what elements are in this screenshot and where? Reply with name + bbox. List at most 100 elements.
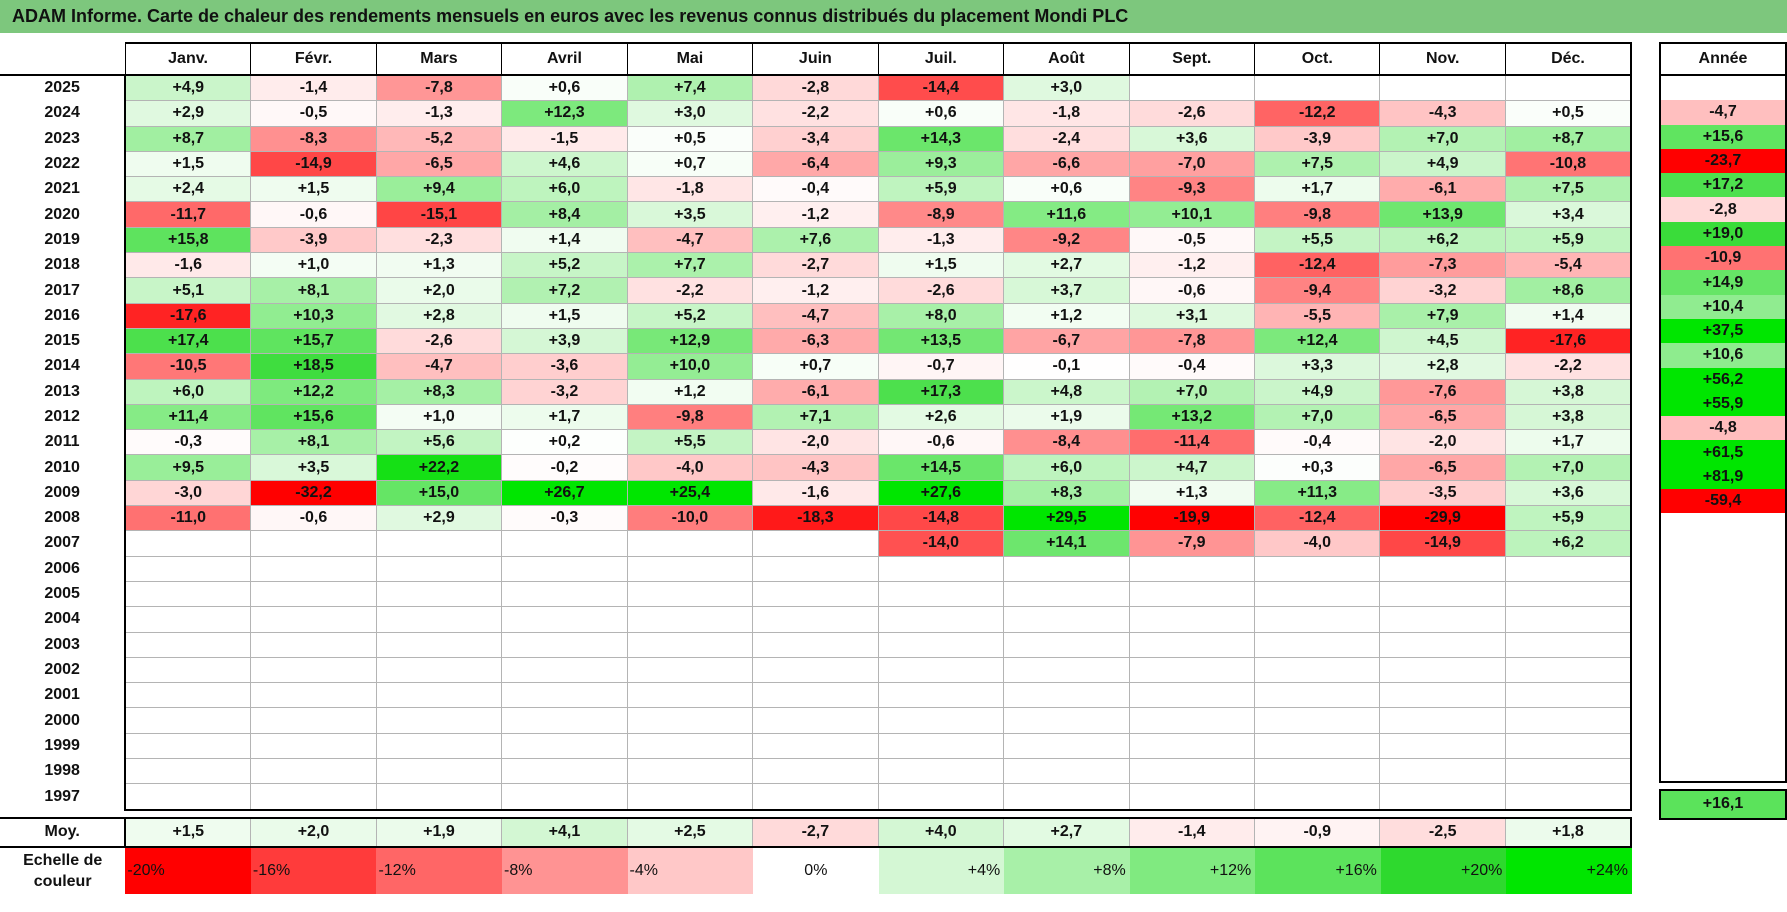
heat-cell: -14,9 <box>1379 530 1506 557</box>
heat-cell <box>501 656 628 684</box>
color-scale-label: Echelle de couleur <box>0 848 125 894</box>
heat-cell: +3,1 <box>1128 302 1256 329</box>
heat-cell: -15,1 <box>375 201 503 228</box>
year-label: 2012 <box>44 408 80 425</box>
heat-cell: +1,5 <box>250 176 377 203</box>
heat-cell <box>1128 732 1256 760</box>
heat-cell <box>1254 783 1381 811</box>
heat-cell: +8,1 <box>250 429 377 456</box>
heat-cell <box>626 707 754 734</box>
heat-cell: -3,9 <box>250 226 377 254</box>
heat-cell <box>877 606 1005 633</box>
year-label: 2001 <box>44 686 80 704</box>
scale-swatch: +12% <box>1129 848 1256 894</box>
table-row: 2002 <box>0 656 1632 684</box>
heat-cell: -18,3 <box>752 505 879 532</box>
heat-cell: +13,5 <box>877 327 1005 355</box>
average-cell: -2,5 <box>1379 816 1506 848</box>
month-header-3: Avril <box>501 42 628 75</box>
heat-cell: +2,9 <box>124 100 252 127</box>
heat-cell: -1,8 <box>626 176 754 203</box>
heat-cell: -7,9 <box>1128 530 1256 557</box>
heat-cell <box>1379 555 1506 582</box>
heat-cell <box>1254 555 1381 582</box>
table-row: 2015 +17,4 +15,7 -2,6 +3,9 +12,9 -6,3 +13,5 -6,7… <box>0 327 1632 355</box>
heat-cell: -0,5 <box>250 100 377 127</box>
heat-cell <box>752 758 879 785</box>
heat-cell: -2,2 <box>752 100 879 127</box>
heat-cell <box>752 555 879 582</box>
heat-cell <box>1003 707 1130 734</box>
heat-cell: -12,4 <box>1254 252 1381 279</box>
heat-cell <box>501 707 628 734</box>
heat-cell <box>1504 74 1632 102</box>
year-label: 2013 <box>44 382 80 400</box>
table-row: 2024 +2,9 -0,5 -1,3 +12,3 +3,0 -2,2 +0,6 -1,8 -2,… <box>0 100 1632 127</box>
heat-cell: -2,2 <box>626 277 754 304</box>
heat-cell: +8,1 <box>250 277 377 304</box>
heat-cell <box>501 783 628 811</box>
annual-cell <box>1659 586 1787 611</box>
table-row: 2025 +4,9 -1,4 -7,8 +0,6 +7,4 -2,8 -14,4 +3,0 <box>0 74 1632 102</box>
heat-cell: -7,0 <box>1128 150 1256 178</box>
heat-cell <box>1003 606 1130 633</box>
heat-cell <box>1003 656 1130 684</box>
heat-cell <box>752 580 879 608</box>
annual-row: +19,0 <box>1659 221 1787 247</box>
heat-cell <box>877 707 1005 734</box>
year-label: 2017 <box>44 281 80 299</box>
heat-cell: +0,5 <box>626 125 754 152</box>
heat-cell <box>124 682 252 709</box>
year-label: 1999 <box>44 736 80 754</box>
heat-cell <box>375 656 503 684</box>
heat-cell: +3,7 <box>1003 277 1130 304</box>
year-label: 1997 <box>44 787 80 805</box>
heat-cell: +22,2 <box>375 454 503 481</box>
heat-cell: -14,4 <box>877 74 1005 102</box>
year-label: 2003 <box>44 635 80 653</box>
heat-cell <box>1003 783 1130 811</box>
annual-row: -59,4 <box>1659 489 1787 514</box>
table-row: 1997 <box>0 783 1632 811</box>
heat-cell: -8,3 <box>250 125 377 152</box>
heat-cell: -3,5 <box>1379 479 1506 507</box>
heat-cell: +2,0 <box>375 277 503 304</box>
annual-cell <box>1659 683 1787 708</box>
heat-cell: -2,6 <box>1128 100 1256 127</box>
heat-cell: +4,9 <box>1379 150 1506 178</box>
heat-cell: +6,0 <box>1003 454 1130 481</box>
heat-cell: -9,8 <box>626 403 754 431</box>
annual-cell <box>1659 75 1787 101</box>
heat-cell: +27,6 <box>877 479 1005 507</box>
heatmap-table: Janv. Févr. Mars Avril Mai Juin Juil. Août Sept.… <box>0 42 1632 848</box>
heat-cell: +8,4 <box>501 201 628 228</box>
heat-cell: +7,0 <box>1128 378 1256 405</box>
annual-cell: +17,2 <box>1659 173 1787 198</box>
table-row: 2006 <box>0 555 1632 582</box>
heat-cell: -1,3 <box>375 100 503 127</box>
heat-cell: -4,7 <box>375 353 503 380</box>
annual-cell: -23,7 <box>1659 148 1787 174</box>
heat-cell <box>375 606 503 633</box>
heat-cell: +3,0 <box>1003 74 1130 102</box>
table-row: 2023 +8,7 -8,3 -5,2 -1,5 +0,5 -3,4 +14,3 -2,4 +3,… <box>0 125 1632 152</box>
heat-cell: -1,3 <box>877 226 1005 254</box>
month-header-2: Mars <box>375 42 502 75</box>
heat-cell: -9,3 <box>1128 176 1256 203</box>
heat-cell: -2,4 <box>1003 125 1130 152</box>
heat-cell <box>877 631 1005 658</box>
heat-cell: -2,2 <box>1504 353 1632 380</box>
heat-cell <box>1128 758 1256 785</box>
heat-cell <box>877 682 1005 709</box>
average-cell: +1,8 <box>1504 816 1632 848</box>
heat-cell: +17,4 <box>124 327 252 355</box>
heat-cell: +0,6 <box>501 74 628 102</box>
heat-cell: +8,7 <box>124 125 252 152</box>
table-row: 2004 <box>0 606 1632 633</box>
heat-cell: -1,6 <box>124 252 252 279</box>
heat-cell: +3,8 <box>1504 403 1632 431</box>
heat-cell: -3,6 <box>501 353 628 380</box>
annual-row: -4,7 <box>1659 100 1787 125</box>
heat-cell <box>1379 656 1506 684</box>
heat-cell: -3,0 <box>124 479 252 507</box>
